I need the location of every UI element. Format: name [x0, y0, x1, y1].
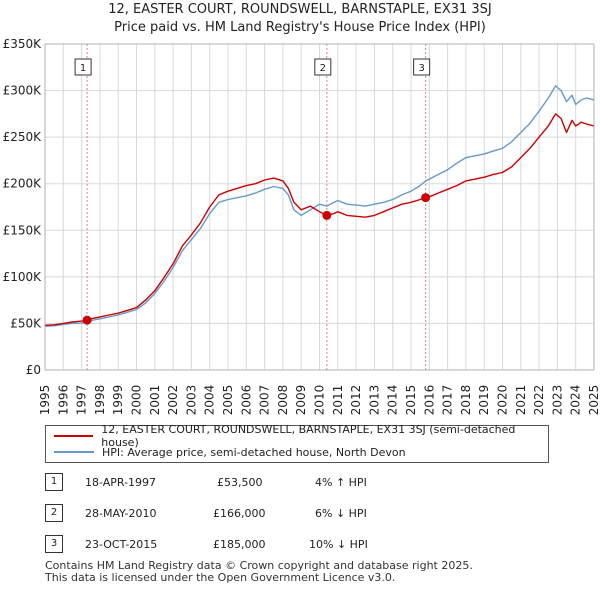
sale-price: £166,000 — [213, 507, 266, 520]
x-tick-label: 2003 — [184, 385, 198, 416]
x-tick-label: 2001 — [148, 385, 162, 416]
y-tick-label: £300K — [3, 84, 43, 98]
sale-point — [82, 315, 92, 325]
y-tick-label: £50K — [10, 316, 42, 330]
sale-number: 3 — [45, 535, 63, 553]
hpi-series-line — [44, 85, 595, 327]
x-tick-label: 2007 — [258, 385, 272, 416]
y-tick-label: £250K — [3, 130, 43, 144]
x-tick-label: 2012 — [349, 385, 363, 416]
table-row: 2 28-MAY-2010 £166,000 6% ↓ HPI — [45, 504, 445, 524]
x-tick-label: 2000 — [130, 385, 144, 416]
x-tick-label: 1999 — [111, 385, 125, 416]
sale-point — [421, 193, 431, 203]
legend-line-property — [54, 435, 94, 437]
sale-number: 1 — [45, 473, 63, 491]
x-tick-label: 2015 — [404, 385, 418, 416]
sale-number: 2 — [45, 504, 63, 522]
y-tick-label: £200K — [3, 177, 43, 191]
sale-price: £185,000 — [213, 538, 266, 551]
x-tick-label: 2023 — [550, 385, 564, 416]
x-tick-label: 2020 — [496, 385, 510, 416]
x-tick-label: 1996 — [56, 385, 70, 416]
sale-point — [322, 210, 332, 220]
legend: 12, EASTER COURT, ROUNDSWELL, BARNSTAPLE… — [45, 423, 549, 463]
plot-frame — [44, 43, 595, 371]
x-tick-label: 2014 — [386, 385, 400, 416]
legend-item-hpi: HPI: Average price, semi-detached house,… — [54, 444, 406, 460]
sale-marker-box — [74, 58, 92, 76]
x-tick-label: 2009 — [294, 385, 308, 416]
x-tick-label: 2011 — [331, 385, 345, 416]
x-tick-label: 2013 — [367, 385, 381, 416]
copyright-notice: Contains HM Land Registry data © Crown c… — [45, 559, 473, 572]
x-tick-label: 2005 — [221, 385, 235, 416]
x-tick-label: 2019 — [477, 385, 491, 416]
sale-hpi: 4% ↑ HPI — [315, 476, 367, 489]
legend-label-property: 12, EASTER COURT, ROUNDSWELL, BARNSTAPLE… — [101, 423, 516, 449]
x-tick-label: 2017 — [441, 385, 455, 416]
sale-marker-box — [314, 58, 332, 76]
chart-subtitle: Price paid vs. HM Land Registry's House … — [114, 20, 486, 35]
sale-price: £53,500 — [217, 476, 263, 489]
x-tick-label: 2018 — [459, 385, 473, 416]
legend-label-hpi: HPI: Average price, semi-detached house,… — [102, 445, 406, 459]
sale-hpi: 10% ↓ HPI — [309, 538, 368, 551]
sale-marker-label: 1 — [80, 63, 86, 74]
table-row: 3 23-OCT-2015 £185,000 10% ↓ HPI — [45, 535, 445, 555]
y-tick-label: £150K — [3, 223, 43, 237]
x-tick-label: 1997 — [75, 385, 89, 416]
sale-marker-label: 2 — [320, 63, 326, 74]
y-tick-label: £0 — [26, 363, 41, 377]
sale-date: 28-MAY-2010 — [85, 507, 157, 520]
x-tick-label: 2006 — [239, 385, 253, 416]
y-tick-label: £350K — [3, 37, 43, 51]
sale-marker-label: 3 — [418, 63, 424, 74]
chart-title: 12, EASTER COURT, ROUNDSWELL, BARNSTAPLE… — [108, 2, 492, 17]
sale-date: 23-OCT-2015 — [85, 538, 158, 551]
legend-line-hpi — [54, 451, 94, 453]
x-tick-label: 1998 — [93, 385, 107, 416]
x-tick-label: 2021 — [514, 385, 528, 416]
x-tick-label: 1995 — [38, 385, 52, 416]
x-tick-label: 2025 — [587, 385, 600, 416]
sale-marker-box — [413, 58, 431, 76]
y-tick-label: £100K — [3, 270, 43, 284]
sale-hpi: 6% ↓ HPI — [315, 507, 367, 520]
legend-item-property: 12, EASTER COURT, ROUNDSWELL, BARNSTAPLE… — [54, 423, 548, 449]
x-tick-label: 2008 — [276, 385, 290, 416]
x-tick-label: 2024 — [569, 385, 583, 416]
x-tick-label: 2002 — [166, 385, 180, 416]
x-tick-label: 2016 — [422, 385, 436, 416]
licence-notice: This data is licensed under the Open Gov… — [45, 571, 396, 584]
table-row: 1 18-APR-1997 £53,500 4% ↑ HPI — [45, 473, 445, 493]
x-tick-label: 2004 — [203, 385, 217, 416]
sale-date: 18-APR-1997 — [85, 476, 157, 489]
x-tick-label: 2010 — [313, 385, 327, 416]
x-tick-label: 2022 — [532, 385, 546, 416]
price-chart: £0 £50K £100K £150K £200K £250K £300K £350K 1995… — [3, 37, 600, 416]
